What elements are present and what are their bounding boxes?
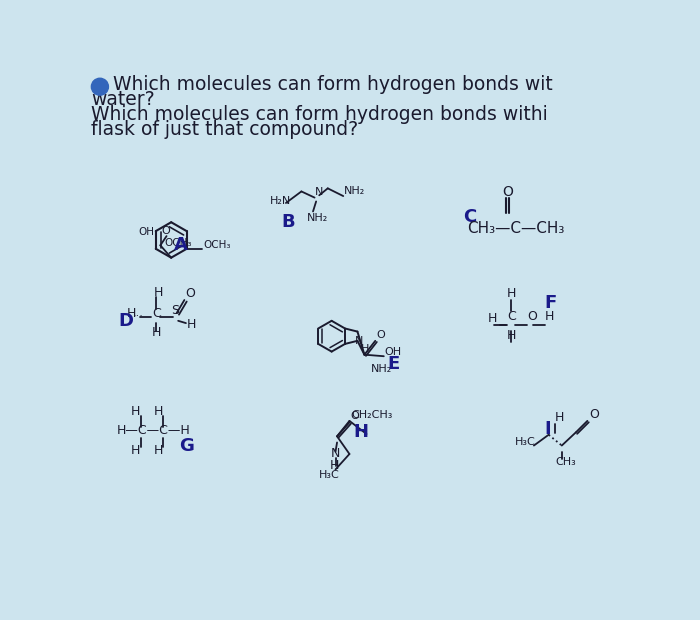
Text: H: H <box>131 444 140 457</box>
Text: H: H <box>329 459 339 472</box>
Text: O: O <box>185 287 195 300</box>
Text: O: O <box>161 226 170 236</box>
Text: E: E <box>388 355 400 373</box>
Text: Which molecules can form hydrogen bonds withi: Which molecules can form hydrogen bonds … <box>92 105 548 124</box>
Text: C: C <box>152 307 160 319</box>
Text: OH: OH <box>384 347 402 356</box>
Text: H₃C: H₃C <box>318 470 340 480</box>
Text: H: H <box>555 411 564 424</box>
Text: OCH₃: OCH₃ <box>203 240 230 250</box>
Text: H: H <box>131 405 140 418</box>
Text: H: H <box>152 326 161 339</box>
Text: N: N <box>355 336 363 346</box>
Text: D: D <box>118 312 134 330</box>
Circle shape <box>92 78 108 95</box>
Text: H—C—C—H: H—C—C—H <box>117 423 190 436</box>
Text: H: H <box>361 343 370 353</box>
Text: CH₃—C—CH₃: CH₃—C—CH₃ <box>468 221 565 236</box>
Text: F: F <box>545 294 557 312</box>
Text: NH₂: NH₂ <box>307 213 328 223</box>
Text: water?: water? <box>92 89 155 108</box>
Text: H₂N: H₂N <box>270 197 291 206</box>
Text: O: O <box>350 411 359 421</box>
Text: H₃C: H₃C <box>515 438 536 448</box>
Text: H: H <box>507 329 516 342</box>
Text: OH: OH <box>139 227 155 237</box>
Text: NH₂: NH₂ <box>344 187 365 197</box>
Text: G: G <box>179 436 194 454</box>
Text: H: H <box>154 444 164 457</box>
Text: H: H <box>354 423 368 441</box>
Text: H: H <box>488 312 498 325</box>
Text: H: H <box>545 311 554 324</box>
Text: O: O <box>589 408 598 421</box>
Text: CH₃: CH₃ <box>556 458 576 467</box>
Text: S: S <box>172 304 179 317</box>
Text: ...: ... <box>132 308 144 318</box>
Text: Which molecules can form hydrogen bonds wit: Which molecules can form hydrogen bonds … <box>113 75 553 94</box>
Text: OCH₃: OCH₃ <box>164 238 192 248</box>
Text: H: H <box>187 318 196 331</box>
Text: H: H <box>126 307 136 319</box>
Text: N: N <box>331 447 340 460</box>
Text: B: B <box>281 213 295 231</box>
Text: A: A <box>174 236 188 254</box>
Text: O: O <box>527 311 537 324</box>
Text: NH₂: NH₂ <box>370 363 392 373</box>
Text: C: C <box>463 208 477 226</box>
Text: CH₂CH₃: CH₂CH₃ <box>352 410 393 420</box>
Text: C: C <box>507 311 515 324</box>
Text: 1: 1 <box>95 80 104 93</box>
Text: H: H <box>507 287 516 300</box>
Text: O: O <box>502 185 513 199</box>
Text: N: N <box>315 187 323 197</box>
Text: O: O <box>376 330 385 340</box>
Text: H: H <box>153 286 162 299</box>
Text: H: H <box>154 405 164 418</box>
Text: flask of just that compound?: flask of just that compound? <box>92 120 358 139</box>
Text: I: I <box>545 420 552 438</box>
